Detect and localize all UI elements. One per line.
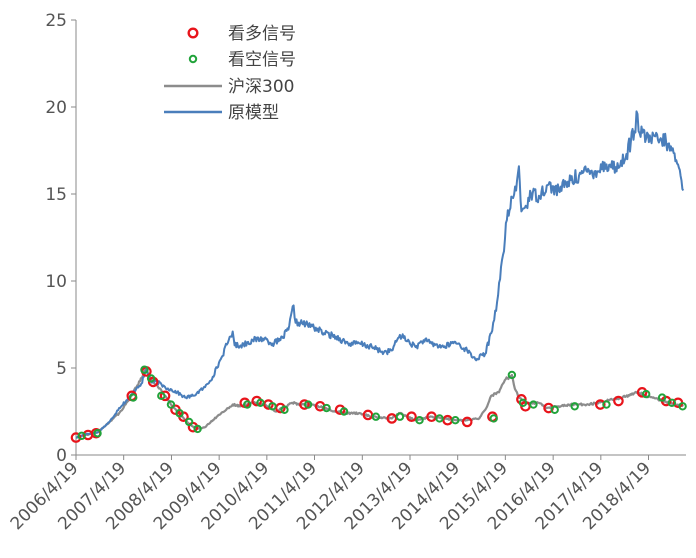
y-tick-label: 10 — [45, 272, 67, 292]
legend-label-2: 沪深300 — [228, 77, 294, 97]
bearish-signal-marker — [657, 393, 667, 402]
y-tick-label: 5 — [56, 359, 67, 379]
bearish-signal-marker — [415, 416, 424, 425]
bearish-signal-marker — [184, 417, 194, 427]
bearish-signal-marker — [280, 405, 289, 414]
bearish-signal-marker — [570, 402, 579, 411]
y-tick-label: 15 — [45, 185, 67, 205]
bearish-signal-marker — [550, 405, 559, 414]
bearish-signal-marker — [602, 400, 611, 409]
bullish-signal-marker — [70, 432, 82, 443]
bearish-signal-marker — [129, 393, 138, 402]
bullish-signal-marker — [595, 399, 606, 410]
bearish-signal-marker — [166, 400, 176, 409]
bullish-signal-marker — [461, 416, 473, 428]
bullish-signal-marker — [159, 390, 171, 402]
bearish-signal-marker — [395, 412, 405, 421]
bullish-signal-marker — [251, 395, 263, 407]
bearish-signal-marker — [175, 409, 184, 418]
series-line-model — [75, 110, 685, 439]
signal-markers — [70, 365, 687, 443]
bearish-signal-marker — [678, 402, 687, 411]
bearish-signal-marker — [518, 398, 528, 407]
bullish-signal-marker — [299, 399, 310, 410]
legend-label-1: 看空信号 — [228, 50, 296, 70]
bearish-signal-marker — [339, 407, 349, 416]
bearish-signal-marker — [256, 398, 265, 407]
series-lines — [75, 110, 685, 439]
bearish-signal-marker — [268, 402, 277, 411]
legend-label-0: 看多信号 — [228, 24, 296, 44]
legend-marker-1 — [188, 54, 198, 64]
bullish-signal-marker — [406, 411, 417, 423]
x-ticks: 2006/4/192007/4/192008/4/192009/4/192010… — [7, 455, 655, 534]
y-ticks: 0 5 10 15 20 25 — [45, 11, 76, 466]
bearish-signal-marker — [193, 424, 202, 434]
bearish-signal-marker — [507, 370, 517, 380]
axes — [75, 20, 686, 456]
series-line-hs300 — [75, 366, 684, 439]
bullish-signal-marker — [613, 395, 624, 407]
legend-label-3: 原模型 — [228, 103, 279, 123]
bearish-signal-marker — [243, 400, 252, 409]
y-tick-label: 20 — [45, 98, 67, 118]
bullish-signal-marker — [636, 387, 648, 398]
bearish-signal-marker — [146, 374, 156, 383]
y-tick-label: 25 — [45, 11, 67, 31]
bearish-signal-marker — [303, 400, 313, 409]
bullish-signal-marker — [334, 404, 346, 416]
bearish-signal-marker — [451, 416, 460, 425]
bearish-signal-marker — [93, 429, 102, 438]
y-tick-label: 0 — [56, 446, 67, 466]
bearish-signal-marker — [435, 414, 444, 423]
bearish-signal-marker — [667, 398, 677, 407]
legend-marker-0 — [187, 27, 199, 39]
bearish-signal-marker — [77, 431, 86, 441]
bearish-signal-marker — [529, 400, 538, 409]
bullish-signal-marker — [386, 413, 398, 424]
bearish-signal-marker — [489, 414, 498, 423]
bearish-signal-marker — [157, 391, 166, 401]
bearish-signal-marker — [322, 403, 331, 413]
bearish-signal-marker — [641, 389, 651, 399]
bearish-signal-marker — [371, 412, 381, 421]
bearish-signal-marker — [140, 365, 149, 374]
